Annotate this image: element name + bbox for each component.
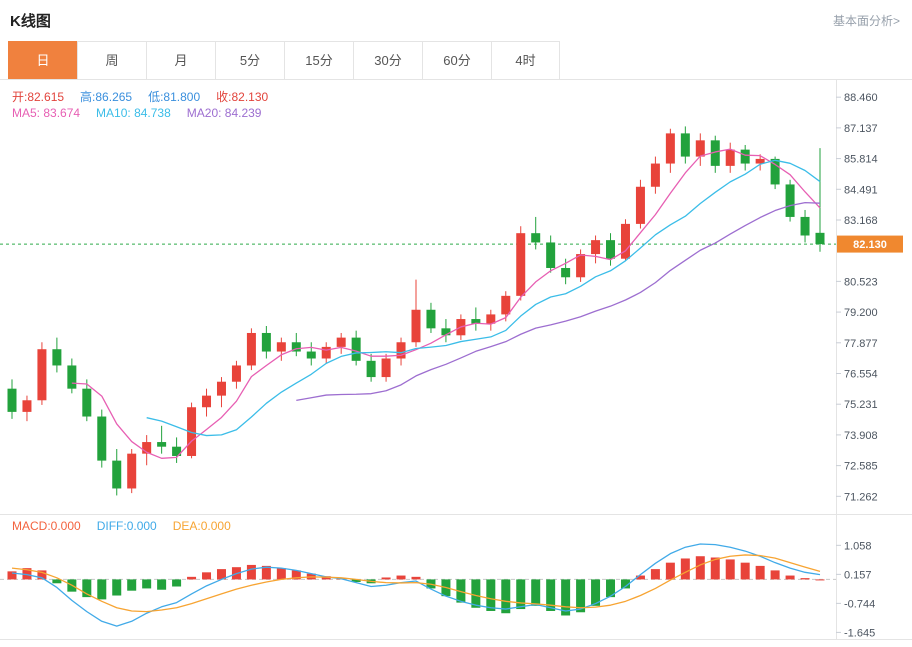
fundamental-analysis-link[interactable]: 基本面分析> xyxy=(832,13,900,28)
svg-text:72.585: 72.585 xyxy=(844,461,878,473)
interval-tab-0[interactable]: 日 xyxy=(8,41,77,79)
svg-text:82.130: 82.130 xyxy=(853,239,887,251)
interval-tab-5[interactable]: 30分 xyxy=(353,41,422,79)
interval-tabbar: 日周月 5分 15分 30分 60分 4时 xyxy=(0,41,912,80)
macd-value-0: MACD:0.000 xyxy=(12,519,81,533)
interval-tab-3[interactable]: 5分 xyxy=(215,41,284,79)
ma-value-2: MA20: 84.239 xyxy=(186,106,262,120)
ma-value-1: MA10: 84.738 xyxy=(96,106,171,120)
svg-text:76.554: 76.554 xyxy=(844,368,878,380)
chart-area: 开:82.615 高:86.265 低:81.800 收:82.130 MA5: 83… xyxy=(0,80,912,640)
main-candlestick-chart: 88.460 87.137 85.814 84.491 83.168 80.523 79.2… xyxy=(0,80,903,514)
ma-value-0: MA5: 83.674 xyxy=(12,106,81,120)
interval-tab-4[interactable]: 15分 xyxy=(284,41,353,79)
svg-text:0.157: 0.157 xyxy=(844,569,872,581)
macd-value-1: DIFF:0.000 xyxy=(96,519,157,533)
svg-text:83.168: 83.168 xyxy=(844,215,878,227)
svg-text:77.877: 77.877 xyxy=(844,338,878,350)
svg-text:71.262: 71.262 xyxy=(844,491,878,503)
svg-text:-1.645: -1.645 xyxy=(844,627,875,639)
macd-legend: MACD:0.000 DIFF:0.000 DEA:0.000 xyxy=(12,519,247,533)
svg-text:87.137: 87.137 xyxy=(844,123,878,135)
svg-text:79.200: 79.200 xyxy=(844,307,878,319)
ohlc-value-2: 低:81.800 xyxy=(148,90,201,104)
ma-legend: MA5: 83.674 MA10: 84.738 MA20: 84.239 xyxy=(12,106,277,120)
macd-panel: MACD:0.000 DIFF:0.000 DEA:0.000 1.058 0.157… xyxy=(0,514,912,640)
svg-text:85.814: 85.814 xyxy=(844,154,878,166)
ohlc-value-3: 收:82.130 xyxy=(216,90,269,104)
interval-tab-7[interactable]: 4时 xyxy=(491,41,560,79)
svg-text:75.231: 75.231 xyxy=(844,399,878,411)
ohlc-value-0: 开:82.615 xyxy=(12,90,65,104)
macd-chart: 1.058 0.157 -0.744 -1.645 xyxy=(0,515,875,639)
interval-tab-6[interactable]: 60分 xyxy=(422,41,491,79)
macd-value-2: DEA:0.000 xyxy=(172,519,231,533)
interval-tab-1[interactable]: 周 xyxy=(77,41,146,79)
svg-text:84.491: 84.491 xyxy=(844,184,878,196)
topbar: K线图 基本面分析> xyxy=(0,0,912,35)
svg-text:-0.744: -0.744 xyxy=(844,598,875,610)
interval-tab-2[interactable]: 月 xyxy=(146,41,215,79)
ohlc-legend: 开:82.615 高:86.265 低:81.800 收:82.130 xyxy=(12,88,284,105)
svg-text:1.058: 1.058 xyxy=(844,540,872,552)
svg-text:88.460: 88.460 xyxy=(844,92,878,104)
ohlc-value-1: 高:86.265 xyxy=(80,90,133,104)
svg-text:80.523: 80.523 xyxy=(844,276,878,288)
page-title: K线图 xyxy=(10,12,51,30)
svg-text:73.908: 73.908 xyxy=(844,430,878,442)
